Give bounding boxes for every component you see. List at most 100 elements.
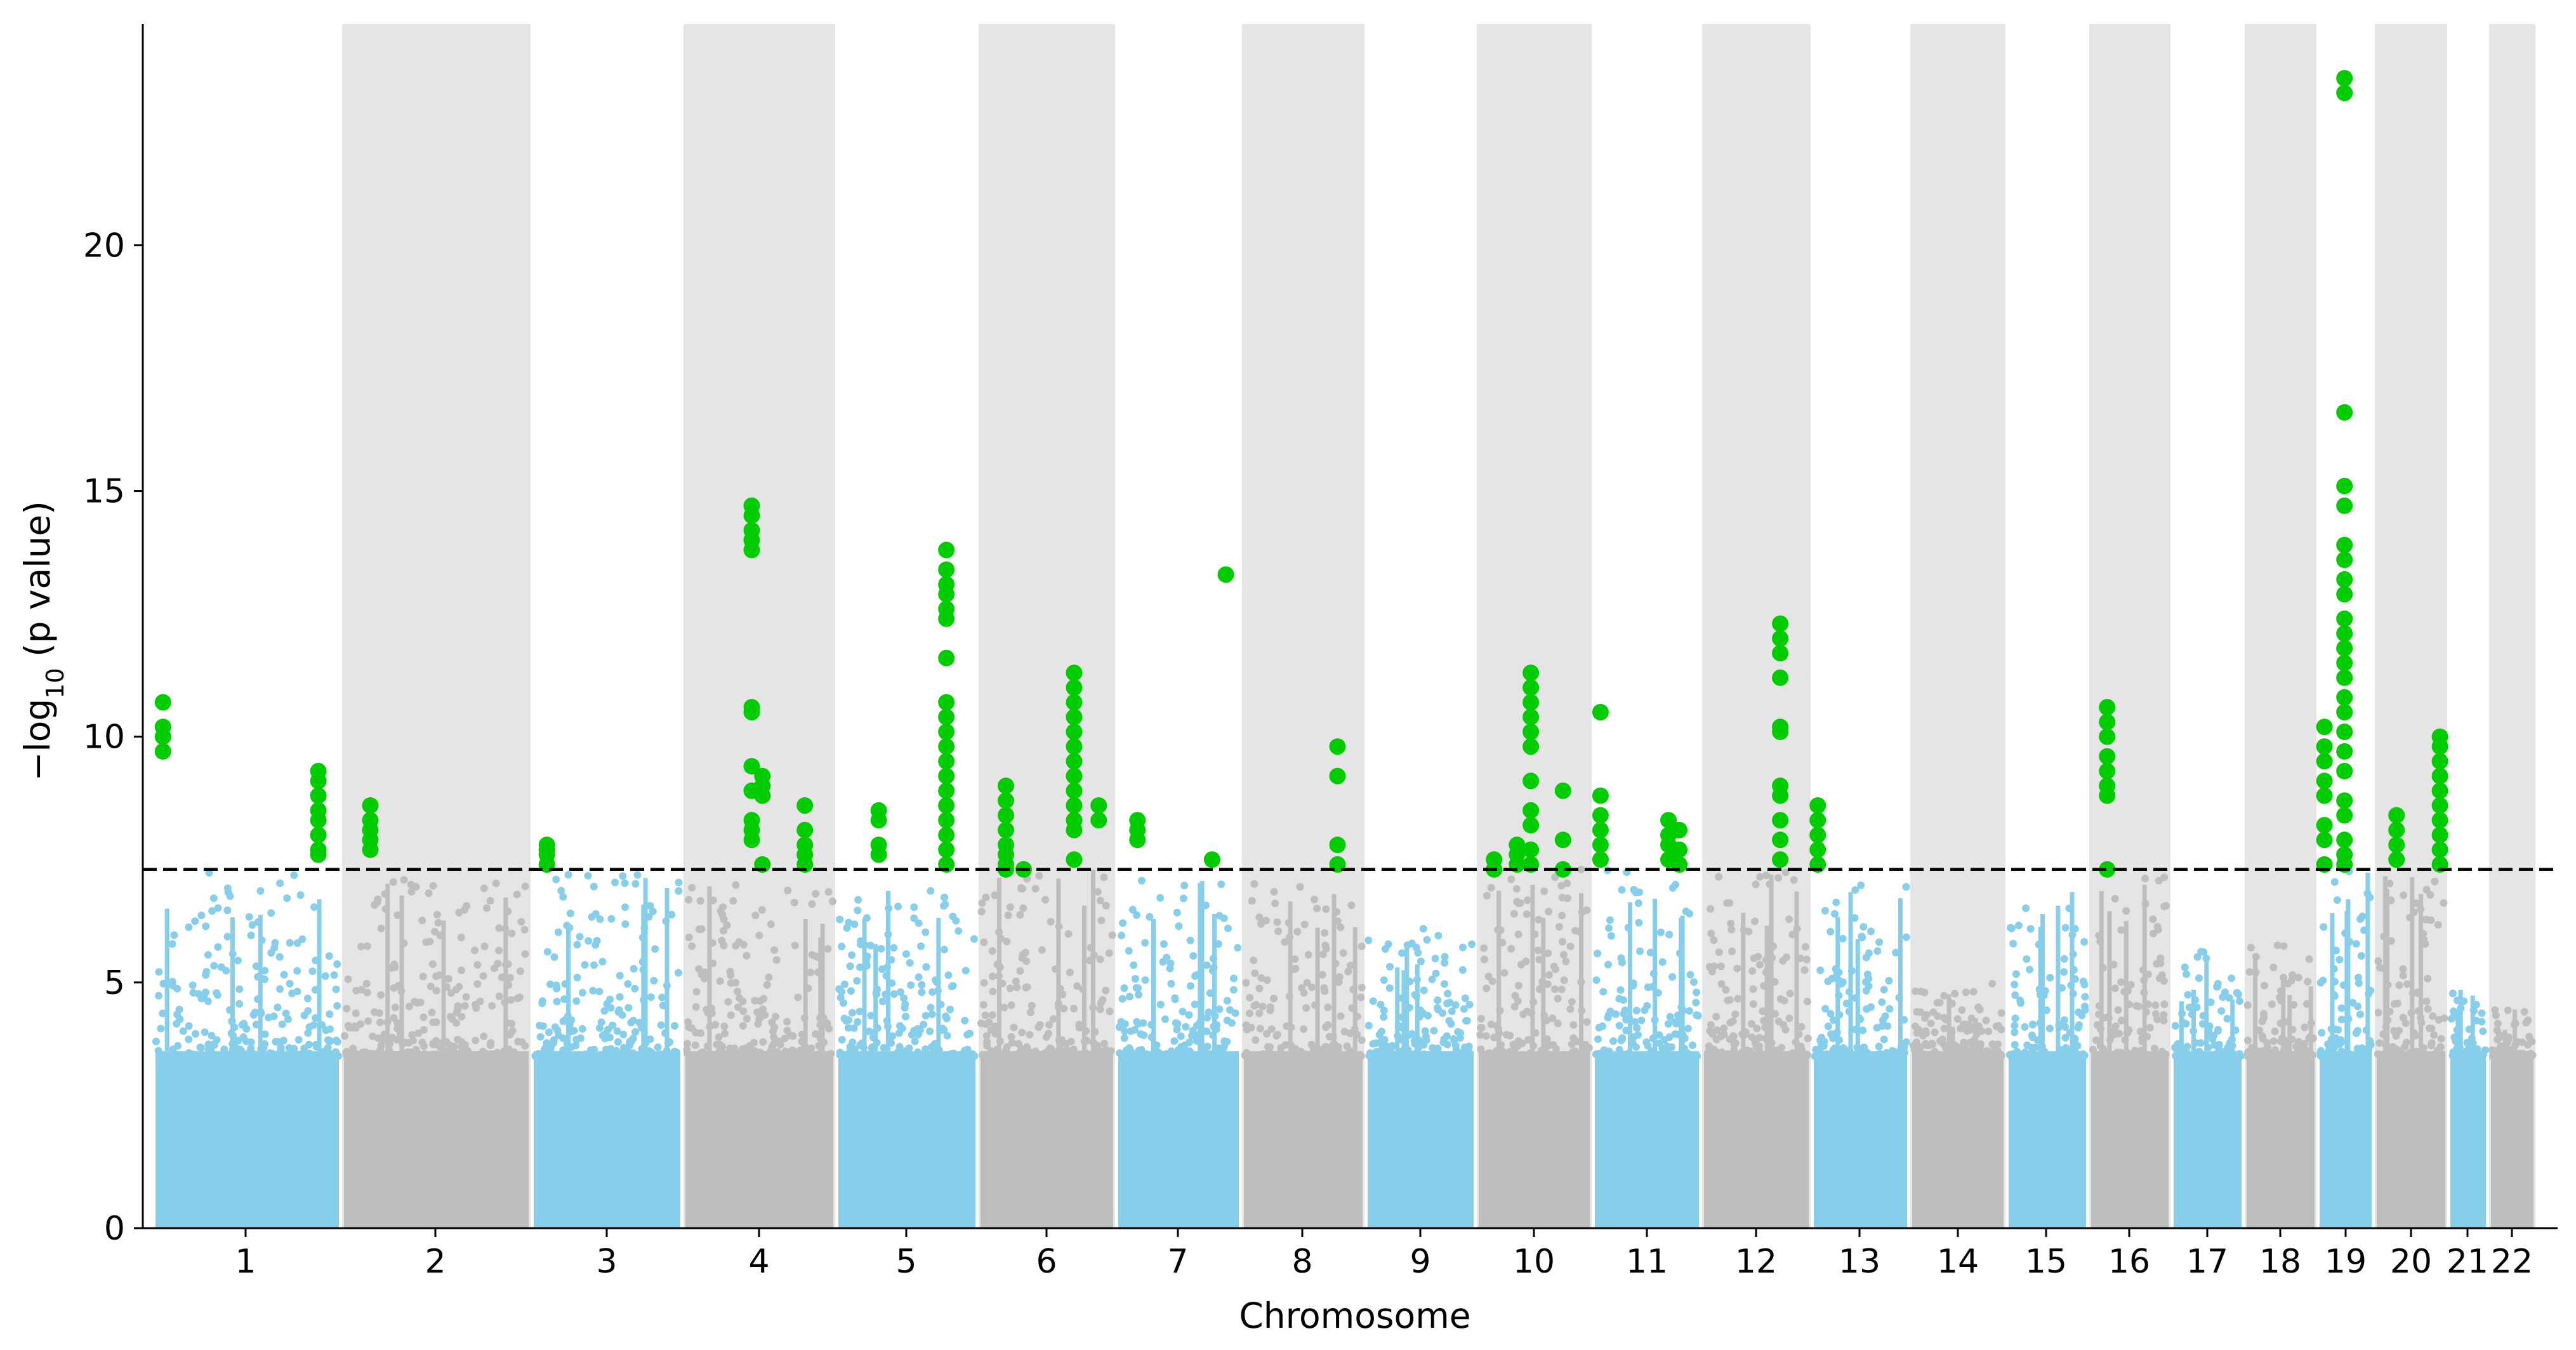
snp-spike: [1541, 918, 1546, 1052]
snp-point: [2316, 979, 2325, 987]
snp-point: [770, 1023, 778, 1031]
snp-point: [647, 1049, 656, 1056]
significant-snp-point: [310, 846, 327, 863]
snp-point: [381, 1050, 390, 1059]
snp-point: [684, 1040, 691, 1048]
snp-spike: [1288, 901, 1293, 1052]
snp-point: [1750, 954, 1758, 962]
snp-point: [507, 996, 515, 1004]
snp-point: [867, 1012, 875, 1020]
snp-point: [1417, 957, 1425, 965]
significant-snp-point: [2099, 861, 2116, 878]
snp-point: [921, 928, 930, 936]
snp-point: [425, 889, 433, 897]
y-axis-label: −log10 (p value): [17, 501, 69, 781]
snp-point: [1322, 905, 1330, 913]
snp-point: [447, 1052, 455, 1059]
snp-point: [2026, 965, 2033, 974]
snp-point: [1689, 978, 1698, 986]
snp-point: [1668, 973, 1677, 981]
snp-point: [1705, 963, 1714, 971]
snp-point: [495, 992, 503, 1000]
snp-point: [1997, 1026, 2005, 1033]
snp-point: [2148, 1052, 2156, 1060]
snp-point: [1857, 881, 1865, 889]
snp-density-block: [1479, 1051, 1590, 1228]
snp-point: [1990, 1052, 1998, 1060]
snp-point: [1863, 1005, 1871, 1013]
snp-point: [901, 1000, 909, 1009]
snp-point: [1105, 949, 1113, 957]
significant-snp-point: [1809, 841, 1826, 858]
snp-point: [2233, 989, 2241, 997]
snp-point: [2294, 974, 2302, 982]
snp-point: [1759, 1007, 1767, 1016]
snp-point: [1023, 1044, 1031, 1052]
snp-point: [1607, 1052, 1615, 1060]
significant-snp-point: [2336, 571, 2353, 588]
snp-point: [786, 1051, 795, 1059]
snp-point: [506, 1030, 514, 1038]
snp-point: [1722, 986, 1730, 994]
snp-point: [204, 951, 212, 959]
snp-point: [331, 1050, 339, 1059]
snp-point: [1019, 951, 1027, 959]
snp-point: [1604, 1014, 1612, 1022]
snp-point: [1646, 948, 1655, 956]
snp-point: [630, 1052, 638, 1060]
significant-snp-point: [1772, 787, 1789, 804]
snp-point: [1923, 1041, 1931, 1049]
snp-point: [332, 985, 340, 993]
snp-point: [1958, 1006, 1966, 1014]
snp-point: [1706, 1027, 1714, 1035]
snp-density-block: [2247, 1051, 2315, 1228]
snp-point: [179, 1027, 187, 1035]
x-axis-label: Chromosome: [1239, 1295, 1470, 1336]
x-tick-label-chromosome-13: 13: [1839, 1243, 1880, 1281]
snp-point: [848, 951, 856, 959]
snp-point: [1259, 1050, 1267, 1058]
snp-density-block: [1118, 1051, 1239, 1228]
snp-point: [985, 1018, 993, 1026]
snp-point: [330, 971, 338, 979]
snp-point: [619, 872, 627, 880]
snp-point: [2455, 1052, 2464, 1060]
significant-snp-point: [2099, 762, 2116, 779]
snp-point: [840, 980, 849, 988]
snp-point: [245, 913, 253, 921]
snp-point: [1027, 1002, 1036, 1010]
snp-point: [2092, 1036, 2100, 1044]
snp-point: [1726, 899, 1734, 907]
snp-point: [1300, 1025, 1308, 1033]
snp-point: [1712, 1012, 1721, 1021]
snp-point: [922, 963, 930, 971]
x-tick-label-chromosome-20: 20: [2390, 1243, 2432, 1281]
snp-point: [1576, 1052, 1584, 1060]
snp-point: [1369, 997, 1377, 1005]
snp-point: [2160, 1011, 2168, 1019]
snp-point: [2153, 923, 2162, 931]
snp-point: [1715, 873, 1723, 881]
snp-point: [345, 1024, 353, 1032]
snp-point: [2029, 1021, 2037, 1029]
snp-point: [1715, 948, 1723, 956]
snp-point: [633, 871, 642, 879]
snp-point: [249, 1011, 258, 1019]
snp-point: [2005, 1051, 2014, 1059]
snp-point: [2258, 1032, 2266, 1040]
snp-spike: [1331, 894, 1337, 1052]
x-tick-label-chromosome-18: 18: [2259, 1243, 2301, 1281]
snp-spike: [317, 899, 322, 1052]
significant-snp-point: [1066, 679, 1083, 696]
snp-point: [2096, 1050, 2104, 1059]
significant-snp-point: [2336, 640, 2353, 657]
snp-point: [223, 884, 232, 892]
snp-point: [1514, 930, 1522, 939]
snp-point: [2401, 1019, 2410, 1028]
snp-point: [352, 1024, 360, 1032]
chromosome-points-11: [1592, 866, 1702, 1228]
snp-point: [2273, 941, 2282, 950]
snp-point: [888, 1032, 897, 1040]
snp-point: [1988, 979, 1997, 988]
snp-point: [2422, 915, 2430, 923]
